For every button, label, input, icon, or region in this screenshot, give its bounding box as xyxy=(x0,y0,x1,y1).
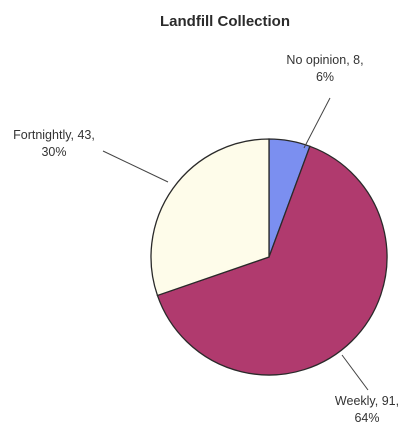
data-label: Weekly, 91, xyxy=(335,394,399,408)
leader-line xyxy=(303,97,331,149)
pie-slice-fortnightly xyxy=(150,138,270,297)
leader-line xyxy=(102,150,169,183)
data-label: 30% xyxy=(41,145,66,159)
data-label: No opinion, 8, xyxy=(286,53,363,67)
data-label: Fortnightly, 43, xyxy=(13,128,95,142)
data-label: 6% xyxy=(316,70,334,84)
chart-title: Landfill Collection xyxy=(160,13,290,30)
pie-slice-weekly xyxy=(156,145,388,376)
leader-line xyxy=(341,354,369,391)
data-label: 64% xyxy=(354,411,379,425)
